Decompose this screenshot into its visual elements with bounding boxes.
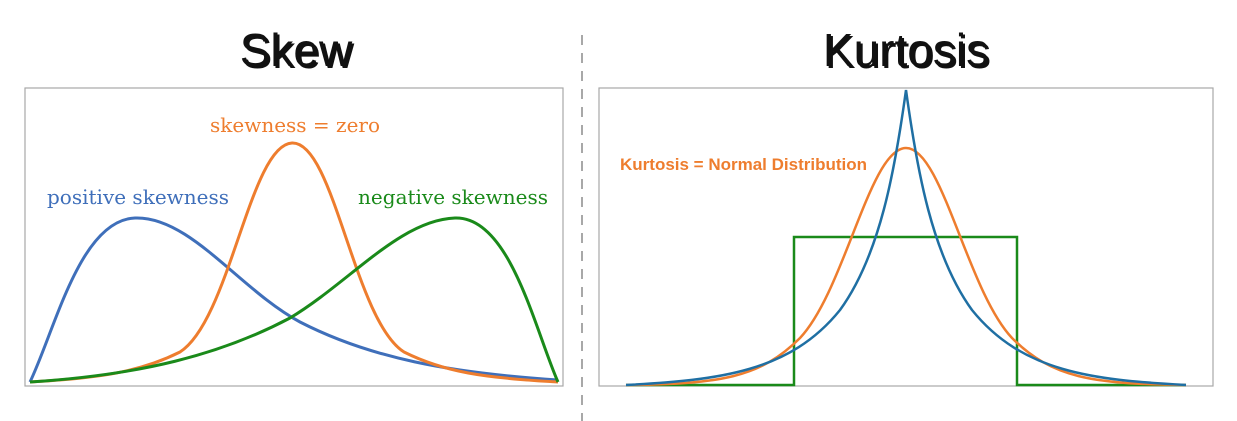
skew-panel <box>24 87 564 387</box>
laplace-distribution-curve <box>625 89 1187 387</box>
negative-skew-curve <box>29 216 560 384</box>
zero-skew-curve <box>29 141 559 384</box>
uniform-distribution-curve <box>626 235 1186 387</box>
positive-skew-label: positive skewness <box>47 185 229 209</box>
positive-skew-curve <box>28 216 559 383</box>
kurtosis-title-shadow: Kurtosis <box>825 26 991 78</box>
zero-skew-label: skewness = zero <box>210 113 380 137</box>
skew-title-group: Skew Skew <box>240 24 355 78</box>
kurtosis-title-group: Kurtosis Kurtosis <box>823 24 991 78</box>
skew-title: Skew <box>240 24 353 76</box>
negative-skew-label: negative skewness <box>358 185 548 209</box>
skew-title-shadow: Skew <box>242 26 355 78</box>
kurtosis-title: Kurtosis <box>823 24 989 76</box>
kurtosis-normal-label: Kurtosis = Normal Distribution <box>620 155 867 174</box>
